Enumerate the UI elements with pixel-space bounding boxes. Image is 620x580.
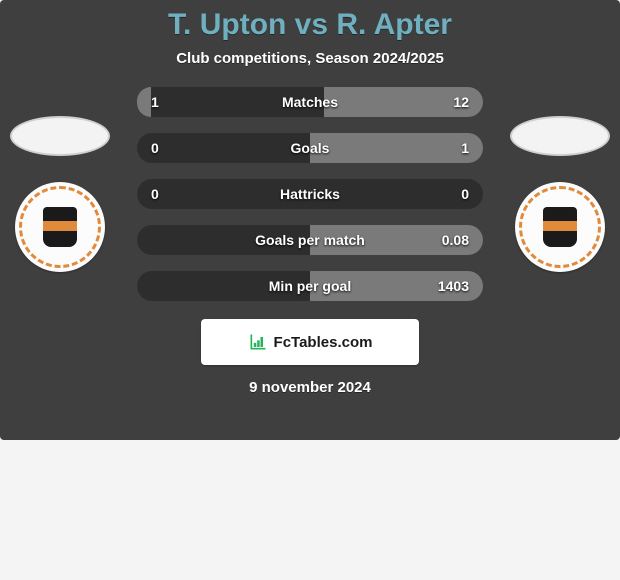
stat-value-right: 1 [461, 140, 469, 156]
stat-row: 1 Matches 12 [137, 87, 483, 117]
stat-value-right: 12 [453, 94, 469, 110]
blackpool-crest-icon [519, 186, 601, 268]
date-label: 9 november 2024 [0, 379, 620, 396]
stat-bar-left [137, 87, 151, 117]
stat-bar-right [310, 133, 483, 163]
stat-value-right: 0.08 [442, 232, 469, 248]
stat-value-right: 0 [461, 186, 469, 202]
blackpool-crest-icon [19, 186, 101, 268]
stat-label: Goals per match [255, 232, 365, 248]
stat-row: Min per goal 1403 [137, 271, 483, 301]
stat-row: 0 Goals 1 [137, 133, 483, 163]
stat-value-left: 0 [151, 186, 159, 202]
comparison-card: T. Upton vs R. Apter Club competitions, … [0, 0, 620, 440]
stats-list: 1 Matches 12 0 Goals 1 0 Hattricks 0 Goals per ma… [137, 87, 483, 301]
subtitle: Club competitions, Season 2024/2025 [0, 50, 620, 67]
player-right-photo [510, 116, 610, 156]
stat-value-left: 0 [151, 140, 159, 156]
player-right-col [506, 116, 614, 272]
player-left-photo [10, 116, 110, 156]
stat-row: 0 Hattricks 0 [137, 179, 483, 209]
chart-icon [248, 332, 268, 352]
banner-label: FcTables.com [274, 334, 373, 351]
stat-label: Hattricks [280, 186, 340, 202]
stat-label: Min per goal [269, 278, 351, 294]
team-left-crest [15, 182, 105, 272]
stat-row: Goals per match 0.08 [137, 225, 483, 255]
stat-value-left: 1 [151, 94, 159, 110]
player-left-col [6, 116, 114, 272]
team-right-crest [515, 182, 605, 272]
source-banner[interactable]: FcTables.com [201, 319, 419, 365]
stat-value-right: 1403 [438, 278, 469, 294]
stat-label: Goals [291, 140, 330, 156]
page-title: T. Upton vs R. Apter [0, 0, 620, 42]
stat-label: Matches [282, 94, 338, 110]
